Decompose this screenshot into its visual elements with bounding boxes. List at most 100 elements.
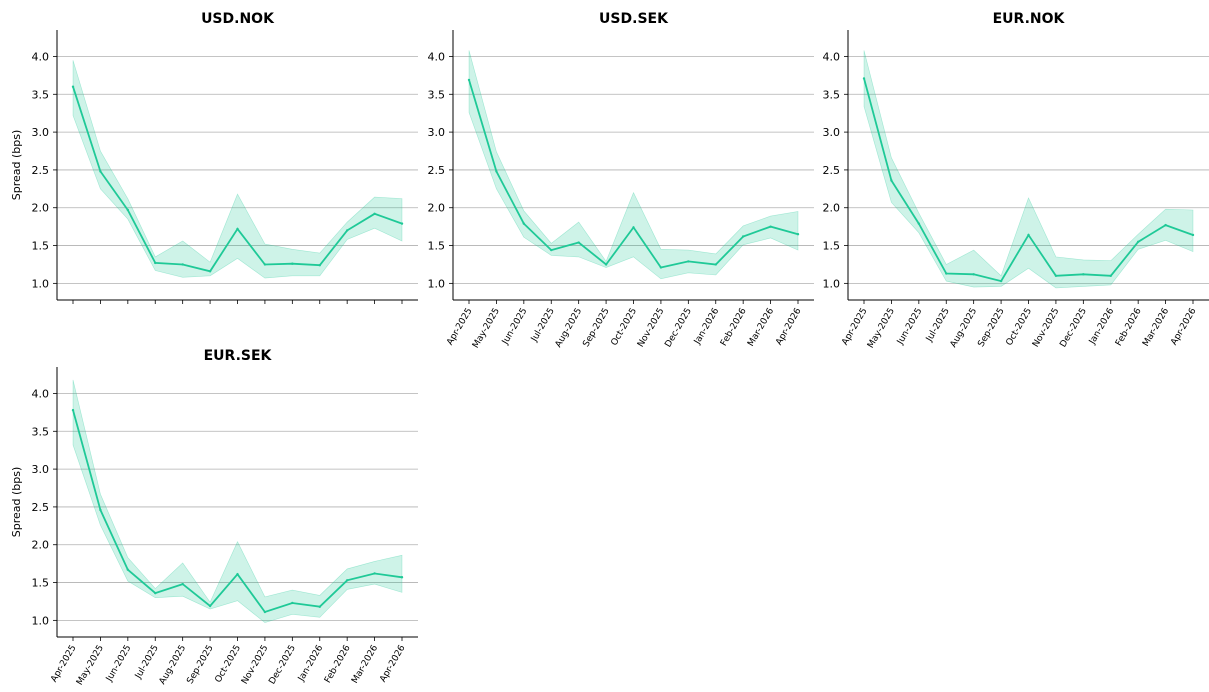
- x-tick-label: May-2025: [75, 644, 106, 688]
- data-point: [467, 78, 471, 82]
- data-point: [318, 264, 321, 267]
- x-tick-label: Dec-2025: [663, 307, 693, 350]
- data-point: [208, 270, 212, 273]
- data-point: [917, 222, 921, 225]
- y-tick-label: 1.5: [32, 240, 50, 253]
- data-point: [604, 263, 608, 266]
- chart-title: USD.SEK: [599, 11, 669, 27]
- data-point: [796, 233, 800, 236]
- data-point: [345, 579, 349, 582]
- x-tick-label: May-2025: [866, 307, 897, 351]
- x-tick-label: Dec-2025: [267, 644, 297, 687]
- y-tick-label: 3.5: [32, 88, 50, 101]
- data-point: [373, 212, 376, 215]
- x-tick-label: Feb-2026: [719, 306, 749, 348]
- confidence-band: [468, 50, 799, 280]
- data-point: [263, 263, 267, 266]
- chart-title: EUR.SEK: [204, 348, 273, 364]
- data-point: [714, 263, 717, 266]
- data-point: [495, 170, 498, 173]
- y-tick-label: 2.0: [32, 202, 50, 215]
- data-point: [318, 605, 321, 608]
- x-tick-label: Dec-2025: [1058, 307, 1088, 350]
- x-tick-label: Jul-2025: [133, 644, 161, 682]
- data-point: [972, 273, 975, 276]
- x-tick-label: Jan-2026: [692, 306, 721, 347]
- chart-title: USD.NOK: [201, 11, 275, 27]
- panel-usd-sek: USD.SEK 1.0 1.5 2.0 2.5 3.0 3.5 4.0 Apr-2025May-…: [428, 11, 814, 350]
- y-tick-label: 1.5: [32, 577, 50, 590]
- y-tick-label: 3.0: [32, 126, 50, 139]
- data-point: [291, 262, 294, 265]
- x-tick-label: Aug-2025: [554, 307, 585, 350]
- data-point: [208, 604, 212, 608]
- data-point: [1027, 233, 1030, 237]
- data-point: [890, 179, 893, 182]
- y-tick-label: 3.5: [823, 88, 841, 101]
- x-tick-label: Feb-2026: [323, 643, 353, 685]
- y-tick-label: 3.0: [32, 463, 50, 476]
- data-point: [577, 241, 580, 244]
- data-point: [522, 222, 526, 225]
- data-point: [126, 208, 130, 212]
- data-point: [1109, 274, 1112, 277]
- data-point: [741, 235, 745, 238]
- x-tick-label: Apr-2025: [49, 644, 78, 685]
- data-point: [400, 576, 404, 579]
- x-tick-label: Apr-2026: [774, 306, 803, 347]
- data-point: [99, 170, 102, 173]
- x-tick-label: Jan-2026: [296, 643, 325, 684]
- x-tick-label: Sep-2025: [976, 306, 1006, 348]
- y-tick-label: 4.0: [32, 387, 50, 400]
- x-tick-label: Jul-2025: [924, 307, 952, 345]
- data-point: [632, 226, 635, 229]
- x-tick-label: May-2025: [471, 306, 502, 350]
- x-tick-label: Jun-2025: [895, 307, 924, 348]
- y-tick-label: 2.5: [823, 164, 841, 177]
- x-tick-label: Nov-2025: [1031, 307, 1061, 350]
- x-tick-label: Aug-2025: [158, 644, 189, 687]
- x-tick-label: Oct-2025: [214, 644, 244, 685]
- x-tick-label: Mar-2026: [1141, 306, 1171, 348]
- y-tick-label: 2.5: [32, 164, 50, 177]
- data-point: [1082, 273, 1085, 276]
- data-point: [154, 591, 157, 595]
- confidence-band: [863, 50, 1194, 289]
- x-tick-label: Aug-2025: [949, 307, 980, 350]
- x-tick-label: Apr-2026: [1169, 306, 1198, 347]
- y-tick-label: 1.0: [823, 277, 841, 290]
- x-tick-label: Sep-2025: [185, 644, 215, 686]
- y-tick-label: 2.5: [32, 501, 50, 514]
- x-tick-label: Apr-2025: [840, 307, 869, 348]
- y-tick-label: 1.5: [428, 240, 446, 253]
- data-point: [154, 261, 157, 265]
- y-tick-label: 3.0: [428, 126, 446, 139]
- data-point: [373, 572, 376, 575]
- x-tick-label: Jun-2025: [500, 307, 529, 348]
- data-point: [181, 263, 184, 266]
- data-point: [769, 225, 772, 228]
- confidence-band: [72, 379, 403, 623]
- y-tick-label: 3.5: [428, 88, 446, 101]
- y-tick-label: 2.5: [428, 164, 446, 177]
- y-tick-label: 3.5: [32, 425, 50, 438]
- confidence-band: [72, 60, 403, 279]
- x-tick-label: Feb-2026: [1114, 306, 1144, 348]
- data-point: [400, 222, 404, 225]
- data-point: [263, 610, 267, 614]
- y-tick-label: 1.0: [32, 614, 50, 627]
- data-point: [291, 601, 294, 605]
- x-tick-label: Nov-2025: [240, 644, 270, 687]
- x-tick-label: Oct-2025: [610, 307, 640, 348]
- data-point: [1164, 223, 1167, 227]
- x-tick-label: Mar-2026: [350, 643, 380, 685]
- x-tick-label: Apr-2025: [445, 307, 474, 348]
- y-tick-label: 4.0: [823, 50, 841, 63]
- y-tick-label: 1.0: [32, 277, 50, 290]
- data-point: [181, 582, 184, 586]
- data-point: [999, 279, 1003, 283]
- y-tick-label: 1.0: [428, 277, 446, 290]
- panel-eur-sek: EUR.SEK 1.0 1.5 2.0 2.5 3.0 3.5 4.0 Apr-2025May-…: [10, 348, 418, 687]
- data-point: [345, 229, 349, 232]
